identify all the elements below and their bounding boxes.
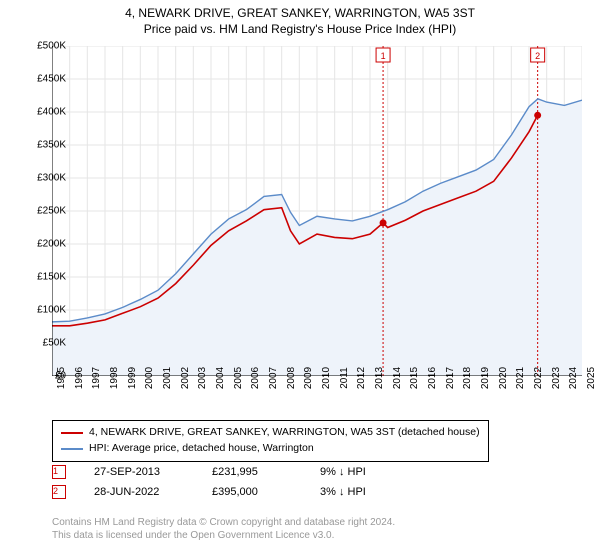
y-axis-label: £400K <box>6 107 66 118</box>
chart-svg: 12 <box>52 46 582 376</box>
event-marker-icon: 1 <box>52 465 66 479</box>
x-axis-label: 2011 <box>339 367 350 389</box>
y-axis-label: £100K <box>6 305 66 316</box>
x-axis-label: 2020 <box>498 367 509 389</box>
event-date: 28-JUN-2022 <box>94 486 184 498</box>
y-axis-label: £200K <box>6 239 66 250</box>
footnote-line: Contains HM Land Registry data © Crown c… <box>52 516 395 529</box>
svg-text:1: 1 <box>381 51 386 61</box>
x-axis-label: 2005 <box>233 367 244 389</box>
y-axis-label: £150K <box>6 272 66 283</box>
legend-label: HPI: Average price, detached house, Warr… <box>89 441 314 457</box>
footnote: Contains HM Land Registry data © Crown c… <box>52 516 395 542</box>
x-axis-label: 2000 <box>144 367 155 389</box>
x-axis-label: 2004 <box>215 367 226 389</box>
y-axis-label: £50K <box>6 338 66 349</box>
title-subtitle: Price paid vs. HM Land Registry's House … <box>0 22 600 36</box>
legend-box: 4, NEWARK DRIVE, GREAT SANKEY, WARRINGTO… <box>52 420 489 462</box>
legend-item: HPI: Average price, detached house, Warr… <box>61 441 480 457</box>
chart-container: 4, NEWARK DRIVE, GREAT SANKEY, WARRINGTO… <box>0 0 600 560</box>
x-axis-label: 2016 <box>427 367 438 389</box>
x-axis-label: 1998 <box>109 367 120 389</box>
y-axis-label: £450K <box>6 74 66 85</box>
x-axis-label: 2017 <box>445 367 456 389</box>
event-diff: 9% ↓ HPI <box>320 466 420 478</box>
x-axis-label: 2009 <box>303 367 314 389</box>
x-axis-label: 2008 <box>286 367 297 389</box>
x-axis-label: 2019 <box>480 367 491 389</box>
event-diff: 3% ↓ HPI <box>320 486 420 498</box>
legend-item: 4, NEWARK DRIVE, GREAT SANKEY, WARRINGTO… <box>61 425 480 441</box>
event-price: £231,995 <box>212 466 292 478</box>
x-axis-label: 2001 <box>162 367 173 389</box>
x-axis-label: 2023 <box>551 367 562 389</box>
x-axis-label: 2024 <box>568 367 579 389</box>
event-date: 27-SEP-2013 <box>94 466 184 478</box>
legend-label: 4, NEWARK DRIVE, GREAT SANKEY, WARRINGTO… <box>89 425 480 441</box>
x-axis-label: 2015 <box>409 367 420 389</box>
event-table: 1 27-SEP-2013 £231,995 9% ↓ HPI 2 28-JUN… <box>52 465 420 505</box>
y-axis-label: £500K <box>6 41 66 52</box>
legend-swatch-property <box>61 432 83 434</box>
plot-area: 12 <box>52 46 582 376</box>
x-axis-label: 2003 <box>197 367 208 389</box>
x-axis-label: 2022 <box>533 367 544 389</box>
title-block: 4, NEWARK DRIVE, GREAT SANKEY, WARRINGTO… <box>0 0 600 36</box>
x-axis-label: 2002 <box>180 367 191 389</box>
x-axis-label: 1996 <box>74 367 85 389</box>
footnote-line: This data is licensed under the Open Gov… <box>52 529 395 542</box>
event-marker-icon: 2 <box>52 485 66 499</box>
x-axis-label: 2010 <box>321 367 332 389</box>
title-address: 4, NEWARK DRIVE, GREAT SANKEY, WARRINGTO… <box>0 6 600 20</box>
x-axis-label: 1995 <box>56 367 67 389</box>
x-axis-label: 2006 <box>250 367 261 389</box>
x-axis-label: 2012 <box>356 367 367 389</box>
x-axis-label: 2014 <box>392 367 403 389</box>
event-price: £395,000 <box>212 486 292 498</box>
y-axis-label: £250K <box>6 206 66 217</box>
event-row: 2 28-JUN-2022 £395,000 3% ↓ HPI <box>52 485 420 499</box>
y-axis-label: £350K <box>6 140 66 151</box>
x-axis-label: 2025 <box>586 367 597 389</box>
x-axis-label: 2018 <box>462 367 473 389</box>
svg-text:2: 2 <box>535 51 540 61</box>
x-axis-label: 2021 <box>515 367 526 389</box>
x-axis-label: 1997 <box>91 367 102 389</box>
legend-swatch-hpi <box>61 448 83 450</box>
x-axis-label: 2007 <box>268 367 279 389</box>
x-axis-label: 1999 <box>127 367 138 389</box>
event-row: 1 27-SEP-2013 £231,995 9% ↓ HPI <box>52 465 420 479</box>
x-axis-label: 2013 <box>374 367 385 389</box>
y-axis-label: £300K <box>6 173 66 184</box>
